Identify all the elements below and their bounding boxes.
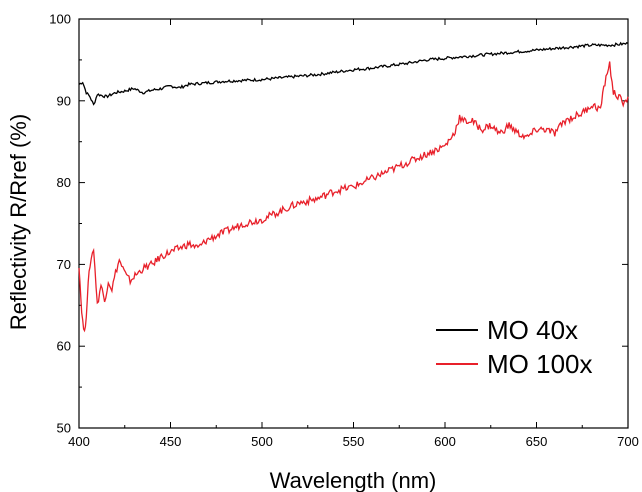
y-tick-label: 50 [57, 421, 71, 436]
x-tick-label: 700 [617, 434, 639, 449]
x-tick-label: 400 [68, 434, 90, 449]
x-tick-label: 600 [434, 434, 456, 449]
y-tick-label: 100 [49, 12, 71, 27]
legend-label: MO 40x [487, 315, 578, 345]
series-line-mo-100x [78, 61, 629, 333]
y-tick-label: 70 [57, 257, 71, 272]
legend-label: MO 100x [487, 349, 593, 379]
legend: MO 40x MO 100x [436, 315, 593, 379]
x-tick-label: 500 [251, 434, 273, 449]
x-axis-title: Wavelength (nm) [270, 468, 437, 492]
y-tick-label: 60 [57, 339, 71, 354]
series-layer [78, 41, 629, 333]
y-axis-title: Reflectivity R/Rref (%) [6, 114, 31, 330]
x-tick-label: 650 [526, 434, 548, 449]
y-tick-label: 80 [57, 175, 71, 190]
axes-layer: 400 450 500 550 600 650 700 50 60 70 80 90 100 [49, 12, 639, 450]
series-line-mo-40x [78, 41, 629, 106]
y-tick-label: 90 [57, 93, 71, 108]
x-tick-label: 450 [160, 434, 182, 449]
x-tick-label: 550 [343, 434, 365, 449]
